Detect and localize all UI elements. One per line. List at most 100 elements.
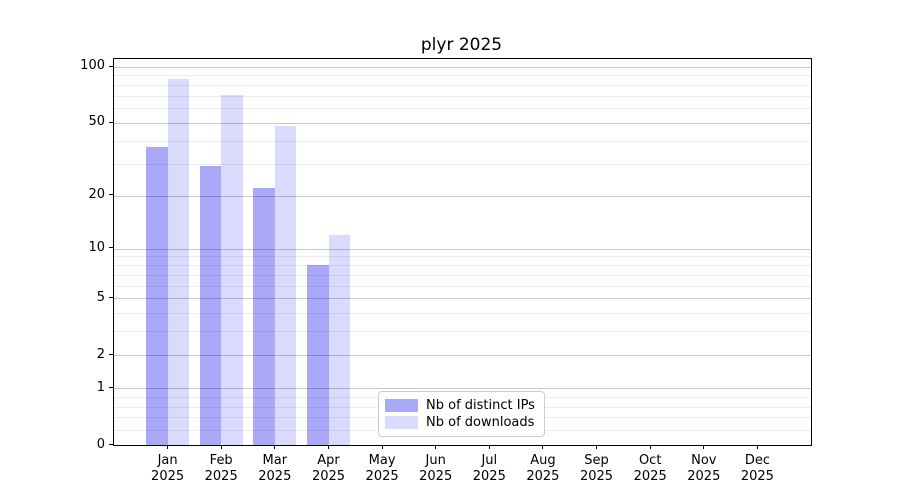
x-tick-year: 2025 (579, 468, 614, 484)
legend-item-downloads: Nb of downloads (385, 415, 536, 430)
bar-downloads-apr (328, 234, 350, 445)
x-tick-month: Jul (481, 453, 498, 468)
x-tick-label-may: May 2025 (350, 453, 414, 484)
x-tick-year: 2025 (526, 468, 560, 484)
x-tick-mark (274, 445, 276, 449)
gridline-major (114, 195, 811, 197)
y-tick-label: 0 (96, 436, 105, 452)
y-tick-label: 2 (96, 346, 105, 362)
gridline-minor (114, 274, 811, 276)
y-tick-mark (109, 247, 113, 248)
x-tick-mark (649, 445, 651, 449)
gridline-major (114, 122, 811, 124)
bar-downloads-mar (274, 126, 297, 445)
y-tick-mark (109, 354, 113, 355)
y-tick-label: 1 (96, 379, 105, 395)
x-tick-label-apr: Apr 2025 (297, 453, 361, 484)
x-tick-month: Aug (530, 453, 556, 468)
gridline-minor (114, 75, 811, 77)
gridline-minor (114, 331, 811, 333)
gridline-minor (114, 95, 811, 97)
y-tick-mark (109, 194, 113, 195)
gridline-major (114, 355, 811, 356)
legend-label-downloads: Nb of downloads (426, 415, 535, 430)
y-tick-mark (109, 66, 113, 67)
x-tick-year: 2025 (258, 468, 292, 484)
x-tick-label-nov: Nov 2025 (672, 453, 736, 484)
x-tick-mark (435, 445, 437, 449)
x-tick-month: Dec (744, 453, 770, 468)
x-tick-month: Oct (638, 453, 662, 468)
x-tick-month: Sep (584, 453, 609, 468)
x-tick-mark (220, 445, 222, 449)
y-tick-mark (109, 387, 113, 388)
gridline-major (114, 388, 811, 390)
gridline-major (114, 298, 811, 300)
gridline-minor (114, 256, 811, 258)
y-tick-label: 50 (88, 114, 105, 130)
legend-swatch-distinct-ips (385, 399, 418, 412)
x-tick-label-feb: Feb 2025 (189, 453, 253, 484)
y-tick-label: 5 (96, 289, 105, 305)
x-tick-month: Nov (691, 453, 717, 468)
x-tick-label-jan: Jan 2025 (136, 453, 200, 484)
plot-area (113, 58, 812, 446)
x-tick-month: Jun (425, 453, 446, 468)
x-tick-month: Feb (209, 453, 233, 468)
bar-distinct-ips-jan (146, 146, 168, 445)
x-tick-year: 2025 (204, 468, 238, 484)
x-tick-mark (167, 445, 169, 449)
x-tick-label-jun: Jun 2025 (404, 453, 468, 484)
gridline-minor (114, 163, 811, 165)
gridline-minor (114, 264, 811, 266)
gridline-major (114, 66, 811, 68)
x-tick-label-aug: Aug 2025 (511, 453, 575, 484)
x-tick-mark (488, 445, 490, 449)
x-tick-mark (381, 445, 383, 449)
y-tick-label: 10 (88, 240, 105, 255)
bar-downloads-feb (221, 94, 243, 445)
y-tick-label: 100 (80, 58, 105, 74)
gridline-minor (114, 285, 811, 287)
legend-swatch-downloads (385, 416, 418, 429)
x-tick-mark (703, 445, 705, 449)
x-tick-label-sep: Sep 2025 (565, 453, 629, 484)
x-tick-year: 2025 (740, 468, 774, 484)
bar-distinct-ips-mar (253, 188, 275, 445)
bar-distinct-ips-feb (199, 166, 222, 445)
chart-title: plyr 2025 (420, 35, 503, 55)
x-tick-year: 2025 (151, 468, 185, 484)
x-tick-year: 2025 (365, 468, 399, 484)
gridline-minor (114, 140, 811, 142)
x-tick-month: May (368, 453, 396, 468)
bar-distinct-ips-apr (307, 264, 329, 445)
x-tick-year: 2025 (419, 468, 453, 484)
y-tick-label: 20 (88, 187, 105, 202)
legend: Nb of distinct IPs Nb of downloads (378, 391, 545, 437)
y-tick-mark (109, 297, 113, 298)
x-tick-month: Mar (262, 453, 288, 468)
y-tick-mark (109, 444, 113, 445)
x-tick-year: 2025 (687, 468, 721, 484)
x-tick-label-dec: Dec 2025 (725, 453, 789, 484)
y-tick-mark (109, 122, 113, 123)
gridline-major (114, 248, 811, 250)
x-tick-mark (756, 445, 758, 449)
x-tick-label-mar: Mar 2025 (243, 453, 307, 484)
x-tick-month: Jan (157, 453, 178, 468)
x-tick-mark (596, 445, 597, 449)
x-tick-month: Apr (317, 453, 340, 468)
x-tick-label-jul: Jul 2025 (457, 453, 521, 484)
gridline-minor (114, 84, 811, 86)
x-tick-mark (328, 445, 329, 449)
gridline-minor (114, 108, 811, 110)
bar-downloads-jan (167, 79, 190, 445)
x-tick-year: 2025 (472, 468, 506, 484)
x-tick-year: 2025 (311, 468, 346, 484)
legend-item-distinct-ips: Nb of distinct IPs (385, 398, 536, 413)
legend-label-distinct-ips: Nb of distinct IPs (426, 398, 535, 413)
x-tick-label-oct: Oct 2025 (618, 453, 682, 484)
gridline-minor (114, 313, 811, 315)
x-tick-year: 2025 (633, 468, 667, 484)
